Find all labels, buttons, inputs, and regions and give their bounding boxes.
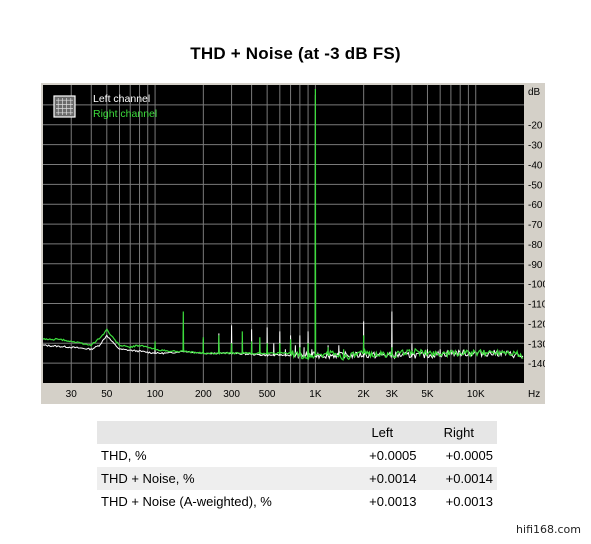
x-tick-label: 1K <box>309 389 322 400</box>
row-label: THD, % <box>101 448 147 463</box>
x-tick-label: 10K <box>467 389 485 400</box>
y-tick-label: -80 <box>528 240 543 251</box>
x-tick-label: 100 <box>147 389 164 400</box>
legend-icon <box>53 95 76 118</box>
y-tick-label: -120 <box>528 319 545 330</box>
legend-entry-right: Right channel <box>93 108 157 120</box>
series-line-left <box>42 94 524 360</box>
y-tick-label: -50 <box>528 180 543 191</box>
y-tick-label: -60 <box>528 200 543 211</box>
chart-frame: dB -20 -30 -40 -50 -60 -70 -80 -90 -100 -110 -120 -1… <box>41 83 545 404</box>
x-tick-label: 50 <box>101 389 113 400</box>
watermark: hifi168.com <box>516 523 581 536</box>
table-header-left: Left <box>371 425 394 440</box>
x-tick-label: 2K <box>358 389 371 400</box>
x-axis-unit-label: Hz <box>528 389 540 400</box>
y-tick-label: -70 <box>528 220 543 231</box>
table-row: THD + Noise (A-weighted), % +0.0013 +0.0… <box>97 490 497 513</box>
table-header-row: Left Right <box>97 421 497 444</box>
y-tick-label: -130 <box>528 339 545 350</box>
table-row: THD + Noise, % +0.0014 +0.0014 <box>97 467 497 490</box>
y-tick-label: -20 <box>528 121 543 132</box>
y-tick-label: -140 <box>528 359 545 370</box>
y-axis-unit-label: dB <box>528 87 541 98</box>
x-tick-label: 5K <box>421 389 434 400</box>
row-left-value: +0.0005 <box>369 448 417 463</box>
y-tick-label: -110 <box>528 300 545 311</box>
x-tick-label: 200 <box>195 389 212 400</box>
y-tick-label: -90 <box>528 260 543 271</box>
x-tick-label: 30 <box>66 389 78 400</box>
x-tick-label: 3K <box>386 389 399 400</box>
table-row: THD, % +0.0005 +0.0005 <box>97 444 497 467</box>
row-label: THD + Noise, % <box>101 471 195 486</box>
y-tick-label: -30 <box>528 141 543 152</box>
row-label: THD + Noise (A-weighted), % <box>101 494 272 509</box>
row-right-value: +0.0013 <box>445 494 493 509</box>
y-tick-label: -100 <box>528 280 545 291</box>
legend-entry-left: Left channel <box>93 93 150 105</box>
row-left-value: +0.0014 <box>369 471 417 486</box>
y-tick-label: -40 <box>528 160 543 171</box>
spectrum-chart: dB -20 -30 -40 -50 -60 -70 -80 -90 -100 -110 -120 -1… <box>42 85 545 400</box>
x-tick-label: 500 <box>259 389 276 400</box>
series-line-right <box>42 88 524 361</box>
thd-results-table: Left Right THD, % +0.0005 +0.0005 THD + … <box>97 421 497 513</box>
row-right-value: +0.0014 <box>445 471 493 486</box>
x-tick-label: 300 <box>223 389 240 400</box>
table-header-right: Right <box>443 425 474 440</box>
plot-area <box>43 85 524 383</box>
row-left-value: +0.0013 <box>369 494 417 509</box>
row-right-value: +0.0005 <box>445 448 493 463</box>
chart-title: THD + Noise (at -3 dB FS) <box>190 44 401 63</box>
table-header-empty <box>97 421 344 444</box>
